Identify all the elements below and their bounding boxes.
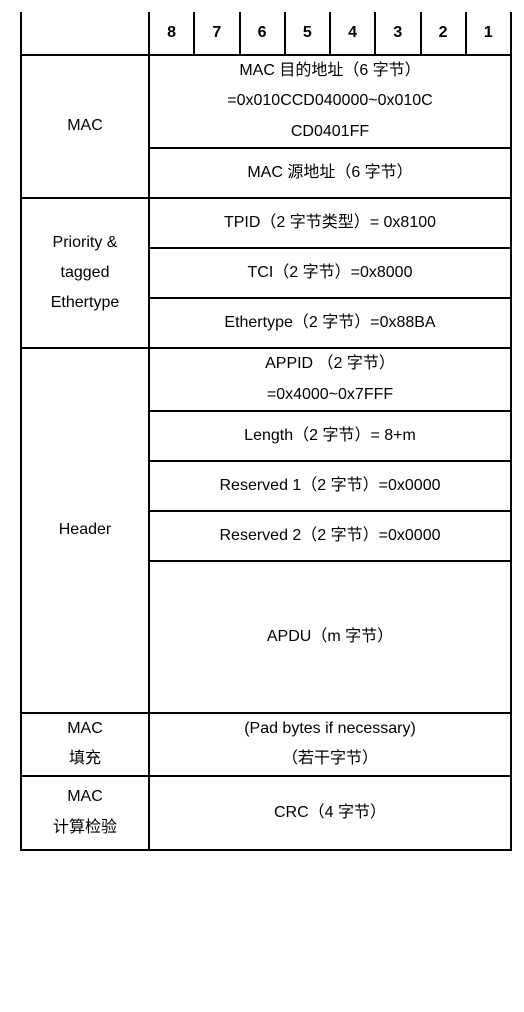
macpad-line2: （若干字节） bbox=[150, 744, 510, 774]
bit-7: 7 bbox=[194, 12, 239, 55]
label-priority-tagged-ethertype: Priority & tagged Ethertype bbox=[21, 198, 149, 348]
field-tci: TCI（2 字节）=0x8000 bbox=[149, 248, 511, 298]
bit-3: 3 bbox=[375, 12, 420, 55]
row-mac-pad: MAC 填充 (Pad bytes if necessary) （若干字节） bbox=[21, 713, 511, 776]
field-mac-pad: (Pad bytes if necessary) （若干字节） bbox=[149, 713, 511, 776]
bit-8: 8 bbox=[149, 12, 194, 55]
bit-4: 4 bbox=[330, 12, 375, 55]
field-length: Length（2 字节）= 8+m bbox=[149, 411, 511, 461]
row-mac-crc: MAC 计算检验 CRC（4 字节） bbox=[21, 776, 511, 850]
field-apdu: APDU（m 字节） bbox=[149, 561, 511, 713]
label-mac: MAC bbox=[21, 55, 149, 198]
bit-2: 2 bbox=[421, 12, 466, 55]
macpad-line1: (Pad bytes if necessary) bbox=[150, 714, 510, 744]
label-mac-crc: MAC 计算检验 bbox=[21, 776, 149, 850]
appid-line1: APPID （2 字节） bbox=[150, 349, 510, 379]
frame-structure-figure: 8 7 6 5 4 3 2 1 MAC MAC 目的地址（6 字节） =0x01… bbox=[0, 12, 524, 1012]
row-tpid: Priority & tagged Ethertype TPID（2 字节类型）… bbox=[21, 198, 511, 248]
row-appid: Header APPID （2 字节） =0x4000~0x7FFF bbox=[21, 348, 511, 411]
bit-header-row: 8 7 6 5 4 3 2 1 bbox=[21, 12, 511, 55]
field-tpid: TPID（2 字节类型）= 0x8100 bbox=[149, 198, 511, 248]
mac-dest-line2: =0x010CCD040000~0x010C bbox=[150, 86, 510, 116]
prio-label-line3: Ethertype bbox=[22, 288, 148, 318]
bit-5: 5 bbox=[285, 12, 330, 55]
mac-dest-line1: MAC 目的地址（6 字节） bbox=[150, 56, 510, 86]
prio-label-line2: tagged bbox=[22, 258, 148, 288]
bit-1: 1 bbox=[466, 12, 511, 55]
frame-structure-table: 8 7 6 5 4 3 2 1 MAC MAC 目的地址（6 字节） =0x01… bbox=[20, 12, 512, 851]
field-appid: APPID （2 字节） =0x4000~0x7FFF bbox=[149, 348, 511, 411]
bit-6: 6 bbox=[240, 12, 285, 55]
row-mac-dest: MAC MAC 目的地址（6 字节） =0x010CCD040000~0x010… bbox=[21, 55, 511, 148]
label-mac-pad: MAC 填充 bbox=[21, 713, 149, 776]
label-header: Header bbox=[21, 348, 149, 713]
maccrc-label-line1: MAC bbox=[22, 782, 148, 812]
field-reserved1: Reserved 1（2 字节）=0x0000 bbox=[149, 461, 511, 511]
field-mac-src: MAC 源地址（6 字节） bbox=[149, 148, 511, 198]
macpad-label-line1: MAC bbox=[22, 714, 148, 744]
appid-line2: =0x4000~0x7FFF bbox=[150, 380, 510, 410]
field-crc: CRC（4 字节） bbox=[149, 776, 511, 850]
field-mac-dest: MAC 目的地址（6 字节） =0x010CCD040000~0x010C CD… bbox=[149, 55, 511, 148]
field-reserved2: Reserved 2（2 字节）=0x0000 bbox=[149, 511, 511, 561]
mac-dest-line3: CD0401FF bbox=[150, 117, 510, 147]
field-ethertype: Ethertype（2 字节）=0x88BA bbox=[149, 298, 511, 348]
maccrc-label-line2: 计算检验 bbox=[22, 813, 148, 843]
macpad-label-line2: 填充 bbox=[22, 744, 148, 774]
header-corner bbox=[21, 12, 149, 55]
prio-label-line1: Priority & bbox=[22, 228, 148, 258]
